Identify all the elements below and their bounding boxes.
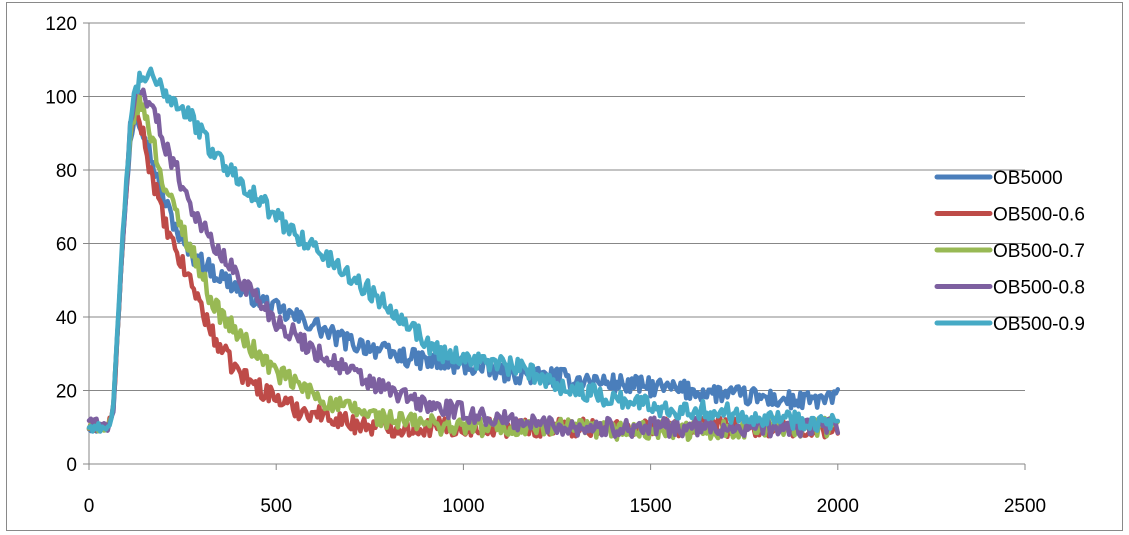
- x-tick-label: 0: [84, 496, 95, 517]
- axes: 0 20 40 60 80 100 120 0 500 1000 1500 2000 2500: [45, 14, 1046, 517]
- series-lines: [86, 66, 841, 443]
- x-tick-label: 2500: [1004, 496, 1046, 517]
- gridlines: [89, 22, 1025, 391]
- y-tick-label: 80: [56, 161, 77, 182]
- legend-label: OB500-0.6: [993, 205, 1085, 226]
- legend-label: OB500-0.7: [993, 241, 1085, 262]
- x-tick-label: 1500: [629, 496, 671, 517]
- y-tick-label: 0: [66, 455, 77, 476]
- y-tick-label: 120: [45, 14, 77, 35]
- legend: OB5000 OB500-0.6 OB500-0.7 OB500-0.8 OB500-0…: [934, 168, 1085, 335]
- y-tick-label: 40: [56, 308, 77, 329]
- y-tick-label: 20: [56, 382, 77, 403]
- legend-label: OB5000: [993, 168, 1063, 189]
- series-line-ob500-0-8: [86, 87, 841, 439]
- legend-label: OB500-0.8: [993, 278, 1085, 299]
- y-tick-label: 60: [56, 235, 77, 256]
- x-tick-label: 2000: [817, 496, 859, 517]
- y-tick-label: 100: [45, 88, 77, 109]
- series-line-ob500-0-9: [86, 66, 841, 434]
- legend-label: OB500-0.9: [993, 314, 1085, 335]
- x-tick-label: 1000: [442, 496, 484, 517]
- chart-area: [6, 2, 1123, 531]
- x-tick-label: 500: [260, 496, 292, 517]
